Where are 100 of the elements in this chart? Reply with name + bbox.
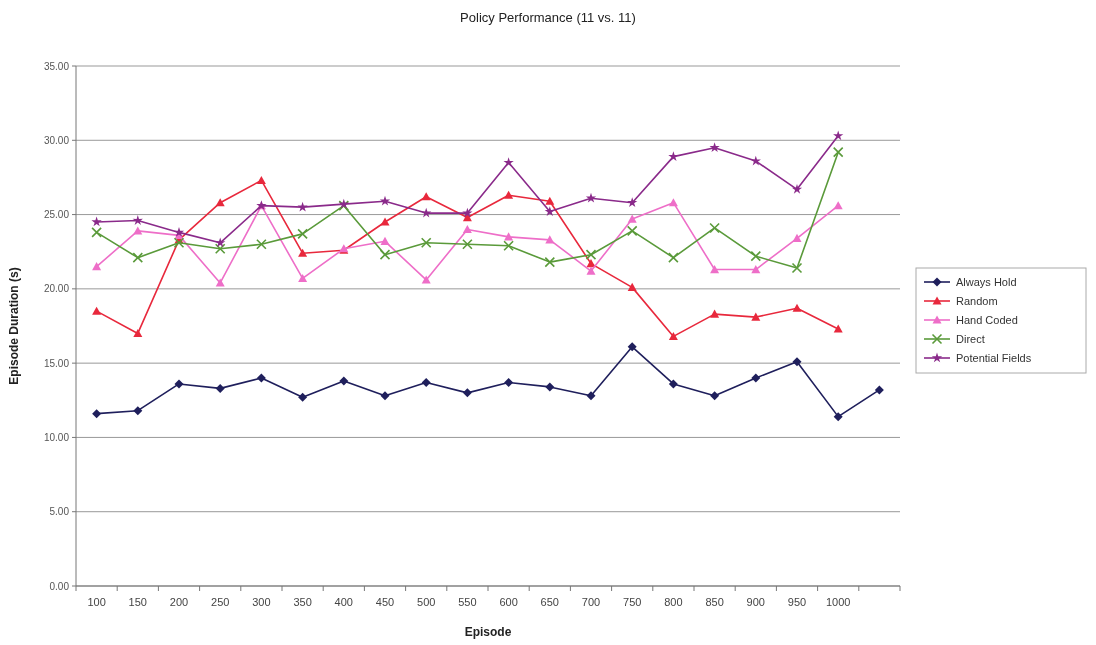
y-tick-label: 20.00	[43, 283, 70, 295]
x-tick-label: 550	[458, 596, 477, 608]
point	[751, 373, 761, 383]
point	[751, 312, 761, 321]
y-axis-title: Episode Duration (s)	[7, 267, 21, 385]
point	[791, 262, 803, 274]
point	[215, 383, 225, 393]
point	[751, 265, 761, 274]
legend-label: Hand Coded	[956, 313, 1018, 326]
x-tick-label: 200	[169, 596, 189, 608]
point	[833, 412, 843, 422]
point	[792, 233, 802, 242]
y-tick-label: 30.00	[43, 134, 70, 146]
point	[792, 357, 802, 367]
point	[215, 237, 226, 248]
point	[133, 406, 143, 416]
x-tick-label: 250	[211, 596, 230, 608]
point	[133, 226, 143, 235]
x-tick-label: 800	[664, 596, 683, 608]
point	[832, 146, 844, 158]
point	[256, 373, 266, 383]
point	[545, 235, 555, 244]
point	[586, 391, 596, 401]
x-tick-label: 350	[293, 596, 312, 608]
x-tick-label: 100	[87, 596, 106, 608]
point	[92, 306, 102, 315]
point	[297, 228, 308, 240]
x-tick-label: 450	[375, 596, 395, 608]
point	[339, 376, 349, 386]
point	[626, 225, 638, 237]
point	[298, 248, 308, 257]
x-tick-label: 950	[787, 596, 807, 608]
point	[421, 377, 431, 387]
x-tick-label: 600	[499, 596, 518, 608]
legend-label: Potential Fields	[956, 351, 1032, 364]
x-tick-label: 850	[705, 596, 724, 608]
x-tick-label: 750	[623, 596, 642, 608]
point	[421, 192, 431, 201]
point	[462, 207, 473, 218]
point	[256, 175, 266, 184]
point	[297, 201, 308, 212]
point	[215, 198, 225, 207]
legend-label: Direct	[956, 332, 985, 345]
y-tick-label: 15.00	[43, 357, 70, 369]
point	[709, 222, 720, 234]
point	[545, 196, 555, 205]
x-tick-label: 650	[540, 596, 559, 608]
point	[833, 324, 843, 333]
point	[92, 409, 102, 419]
point	[710, 391, 720, 401]
point	[874, 385, 884, 395]
point	[833, 130, 844, 141]
point	[92, 262, 102, 271]
y-tick-label: 5.00	[49, 506, 70, 518]
point	[256, 238, 267, 250]
point	[421, 207, 432, 218]
point	[668, 198, 678, 207]
point	[545, 382, 555, 392]
point	[627, 342, 637, 352]
point	[380, 391, 390, 401]
point	[214, 243, 226, 255]
point	[380, 236, 390, 245]
point	[792, 303, 802, 312]
point	[668, 331, 678, 340]
point	[503, 240, 514, 252]
point	[174, 379, 184, 389]
legend-label: Random	[956, 294, 998, 307]
point	[298, 273, 308, 283]
x-axis-title: Episode	[464, 625, 512, 639]
point	[132, 252, 144, 263]
y-tick-label: 25.00	[43, 209, 70, 221]
point	[380, 217, 390, 226]
point	[379, 195, 391, 206]
point	[133, 328, 143, 338]
x-tick-label: 400	[334, 596, 353, 608]
point	[298, 392, 308, 402]
point	[132, 215, 143, 225]
point	[462, 238, 473, 250]
point	[421, 275, 431, 284]
y-tick-label: 10.00	[43, 431, 70, 443]
point	[750, 155, 761, 166]
point	[585, 249, 597, 260]
x-tick-label: 700	[581, 596, 601, 608]
point	[215, 278, 225, 287]
point	[91, 227, 102, 238]
x-tick-label: 150	[128, 596, 147, 608]
point	[668, 252, 679, 263]
legend-label: Always Hold	[956, 275, 1017, 288]
point	[668, 379, 678, 389]
x-tick-label: 300	[252, 596, 271, 608]
point	[379, 249, 391, 260]
point	[504, 377, 514, 387]
point	[544, 256, 556, 268]
point	[462, 224, 472, 234]
point	[462, 388, 472, 398]
point	[710, 265, 720, 274]
point	[173, 237, 185, 249]
y-tick-label: 0.00	[49, 580, 70, 592]
point	[791, 183, 803, 194]
y-tick-label: 35.00	[43, 60, 70, 72]
